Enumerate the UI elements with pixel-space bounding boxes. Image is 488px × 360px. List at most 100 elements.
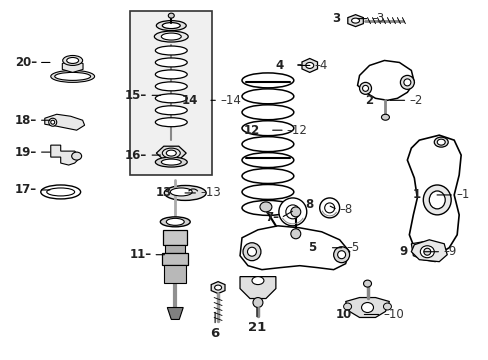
Ellipse shape — [359, 82, 371, 94]
Bar — [130, 11, 212, 175]
Text: –4: –4 — [314, 59, 327, 72]
Ellipse shape — [155, 118, 187, 127]
Text: 18–: 18– — [15, 114, 37, 127]
Ellipse shape — [423, 185, 450, 215]
Polygon shape — [302, 58, 317, 72]
Ellipse shape — [242, 184, 293, 199]
Ellipse shape — [337, 251, 345, 259]
Ellipse shape — [161, 33, 181, 40]
Ellipse shape — [242, 73, 293, 88]
Ellipse shape — [290, 207, 300, 217]
Polygon shape — [156, 146, 186, 160]
Ellipse shape — [214, 285, 221, 290]
Ellipse shape — [251, 276, 264, 285]
Ellipse shape — [156, 21, 186, 31]
Ellipse shape — [252, 298, 263, 307]
Polygon shape — [240, 226, 349, 270]
Ellipse shape — [162, 23, 180, 28]
Ellipse shape — [49, 118, 57, 126]
Ellipse shape — [242, 89, 293, 104]
Ellipse shape — [66, 58, 79, 63]
Ellipse shape — [363, 280, 371, 287]
Ellipse shape — [403, 79, 410, 86]
Ellipse shape — [242, 153, 293, 167]
Ellipse shape — [361, 302, 373, 312]
Bar — [162, 253, 188, 265]
Polygon shape — [410, 240, 447, 262]
Ellipse shape — [164, 185, 206, 201]
Text: 16–: 16– — [125, 149, 147, 162]
Ellipse shape — [155, 157, 187, 167]
Ellipse shape — [242, 105, 293, 120]
Text: 15–: 15– — [125, 89, 147, 102]
Ellipse shape — [423, 248, 430, 255]
Polygon shape — [211, 282, 224, 293]
Text: –1: –1 — [455, 188, 468, 202]
Ellipse shape — [155, 70, 187, 79]
Text: –9: –9 — [442, 245, 456, 258]
Text: 7–: 7– — [264, 211, 278, 224]
Ellipse shape — [305, 62, 313, 68]
Text: 1: 1 — [411, 188, 420, 202]
Bar — [163, 230, 187, 245]
Bar — [165, 245, 185, 253]
Ellipse shape — [155, 94, 187, 103]
Ellipse shape — [47, 188, 75, 196]
Polygon shape — [240, 276, 275, 298]
Ellipse shape — [242, 121, 293, 136]
Text: –12: –12 — [286, 124, 307, 137]
Text: –13: –13 — [200, 186, 221, 199]
Ellipse shape — [243, 243, 261, 261]
Ellipse shape — [62, 55, 82, 66]
Ellipse shape — [436, 139, 444, 145]
Polygon shape — [410, 242, 440, 262]
Ellipse shape — [161, 159, 181, 165]
Ellipse shape — [383, 303, 390, 310]
Text: 14: 14 — [182, 94, 198, 107]
Ellipse shape — [168, 13, 174, 18]
Text: 2: 2 — [365, 94, 373, 107]
Ellipse shape — [278, 198, 306, 226]
Polygon shape — [347, 15, 363, 27]
Text: 10: 10 — [335, 308, 351, 321]
Ellipse shape — [247, 247, 256, 256]
Ellipse shape — [362, 85, 368, 91]
Text: 20–: 20– — [15, 56, 37, 69]
Text: –2: –2 — [408, 94, 422, 107]
Ellipse shape — [170, 188, 192, 196]
Text: –3: –3 — [371, 12, 384, 25]
Ellipse shape — [260, 202, 271, 212]
Ellipse shape — [428, 191, 444, 209]
Ellipse shape — [41, 185, 81, 199]
Text: 6: 6 — [210, 328, 219, 341]
Text: 17–: 17– — [15, 184, 37, 197]
Ellipse shape — [166, 219, 184, 225]
Polygon shape — [345, 298, 388, 318]
Polygon shape — [407, 135, 460, 255]
Ellipse shape — [51, 71, 94, 82]
Ellipse shape — [155, 82, 187, 91]
Ellipse shape — [285, 205, 299, 219]
Ellipse shape — [324, 203, 334, 213]
Text: –5: –5 — [346, 241, 359, 254]
Ellipse shape — [319, 198, 339, 218]
Text: 3: 3 — [332, 12, 340, 25]
Ellipse shape — [333, 247, 349, 263]
Ellipse shape — [351, 18, 359, 23]
Ellipse shape — [160, 217, 190, 227]
Text: –8: –8 — [339, 203, 352, 216]
Ellipse shape — [290, 229, 300, 239]
Ellipse shape — [166, 150, 176, 156]
Ellipse shape — [343, 303, 351, 310]
Text: 21: 21 — [247, 321, 265, 334]
Ellipse shape — [55, 72, 90, 80]
Polygon shape — [167, 307, 183, 319]
Ellipse shape — [400, 75, 413, 89]
Bar — [164, 265, 186, 283]
Ellipse shape — [155, 106, 187, 115]
Ellipse shape — [51, 120, 55, 124]
Ellipse shape — [72, 152, 81, 160]
Ellipse shape — [242, 201, 293, 215]
Text: –14: –14 — [220, 94, 241, 107]
Text: 9: 9 — [398, 245, 407, 258]
